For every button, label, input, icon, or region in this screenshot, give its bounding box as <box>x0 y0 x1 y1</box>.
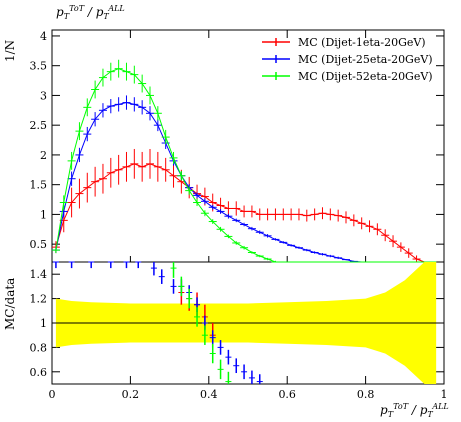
series-line <box>55 163 433 263</box>
x-axis-label: pTToT / pTALL <box>380 402 449 419</box>
main-y-tick-label: 2.5 <box>30 119 48 132</box>
ratio-y-label: MC/data <box>3 278 17 330</box>
series-line <box>55 68 433 263</box>
main-y-tick-label: 4 <box>40 30 47 43</box>
ratio-y-ticks: 0.6 0.8 1 1.2 1.4 <box>30 268 444 379</box>
main-y-tick-label: 1 <box>40 208 47 221</box>
x-tick-label: 0.6 <box>278 388 296 401</box>
ratio-y-tick-label: 1 <box>40 317 47 330</box>
main-y-tick-label: 1.5 <box>30 179 48 192</box>
ratio-y-tick-label: 1.2 <box>30 293 48 306</box>
main-series-group <box>51 59 437 263</box>
legend-label: MC (Dijet-25eta-20GeV) <box>298 53 433 66</box>
ratio-y-tick-label: 0.6 <box>30 366 48 379</box>
ratio-uncertainty-band <box>52 262 444 384</box>
series-line <box>55 102 433 263</box>
ratio-y-tick-label: 0.8 <box>30 341 48 354</box>
x-tick-label: 0 <box>49 388 56 401</box>
legend-label: MC (Dijet-52eta-20GeV) <box>298 70 433 83</box>
x-tick-label: 1 <box>441 388 448 401</box>
series-3 <box>51 59 437 263</box>
main-y-tick-label: 3.5 <box>30 60 48 73</box>
series-2 <box>51 95 437 263</box>
ratio-y-tick-label: 1.4 <box>30 268 48 281</box>
ratio-series-3 <box>170 262 232 384</box>
x-ticks: 0 0.2 0.4 0.6 0.8 1 <box>49 30 448 401</box>
x-tick-label: 0.4 <box>200 388 218 401</box>
series-1 <box>51 148 437 263</box>
main-y-tick-label: 3 <box>40 89 47 102</box>
ratio-series-2 <box>52 261 263 384</box>
main-y-tick-label: 0.5 <box>30 238 48 251</box>
x-tick-label: 0.2 <box>122 388 140 401</box>
x-tick-label: 0.8 <box>357 388 375 401</box>
main-y-label: 1/N <box>3 40 17 62</box>
main-y-ticks: 0.5 1 1.5 2 2.5 3 3.5 4 <box>30 30 444 251</box>
legend: MC (Dijet-1eta-20GeV) MC (Dijet-25eta-20G… <box>262 36 433 83</box>
legend-label: MC (Dijet-1eta-20GeV) <box>298 36 426 49</box>
ratio-series-group <box>52 261 263 384</box>
main-title: pTToT / pTALL <box>56 4 125 21</box>
main-y-tick-label: 2 <box>40 149 47 162</box>
